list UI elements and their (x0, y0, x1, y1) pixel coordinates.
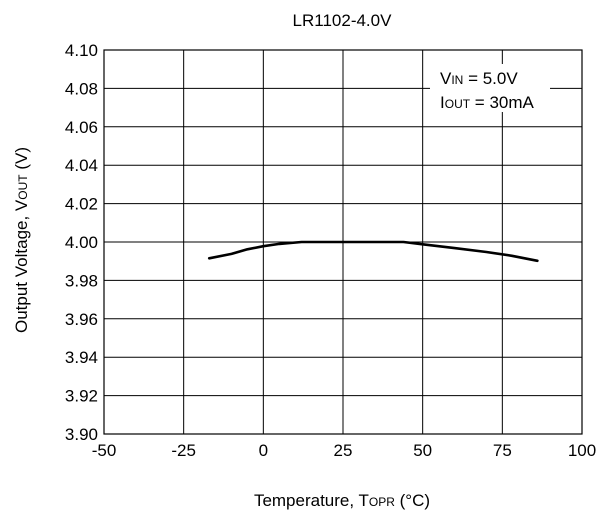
x-tick-label: -25 (171, 441, 196, 460)
series-layer (209, 242, 537, 261)
series-line (209, 242, 537, 261)
y-tick-label: 4.00 (65, 233, 98, 252)
x-tick-label: 100 (568, 441, 596, 460)
annotation-vin-suffix: = 5.0V (463, 69, 518, 88)
y-tick-label: 3.94 (65, 348, 98, 367)
x-axis-label: Temperature, TOPR (°C) (254, 491, 430, 510)
annotation-vin-sub: IN (451, 73, 463, 87)
y-tick-label: 3.98 (65, 271, 98, 290)
annotation-iout-suffix: = 30mA (470, 93, 534, 112)
x-tick-label: 50 (413, 441, 432, 460)
y-tick-label: 4.10 (65, 41, 98, 60)
y-axis-label: Output Voltage, VOUT (V) (12, 147, 31, 333)
x-tick-label: 0 (259, 441, 268, 460)
y-tick-label: 4.06 (65, 118, 98, 137)
x-tick-label: 25 (334, 441, 353, 460)
chart-title: LR1102-4.0V (293, 11, 393, 30)
x-axis-label-sub: OPR (369, 495, 395, 509)
x-tick-label: 75 (493, 441, 512, 460)
x-axis-label-suffix: (°C) (395, 491, 430, 510)
annotation-iout-sub: OUT (445, 97, 471, 111)
y-axis-label-suffix: (V) (12, 147, 31, 174)
y-axis-label-main: Output Voltage, V (12, 199, 31, 333)
y-tick-label: 4.08 (65, 79, 98, 98)
y-tick-label: 4.04 (65, 156, 98, 175)
y-tick-labels: 4.10 4.08 4.06 4.04 4.02 4.00 3.98 3.96 3.94 3.92… (65, 41, 98, 444)
annotation-vin-main: V (440, 69, 452, 88)
y-tick-label: 3.92 (65, 387, 98, 406)
x-axis-label-main: Temperature, T (254, 491, 369, 510)
x-tick-labels: -50 -25 0 25 50 75 100 (92, 441, 596, 460)
y-tick-label: 3.96 (65, 310, 98, 329)
y-axis-label-sub: OUT (16, 174, 30, 200)
y-tick-label: 4.02 (65, 195, 98, 214)
x-tick-label: -50 (92, 441, 117, 460)
